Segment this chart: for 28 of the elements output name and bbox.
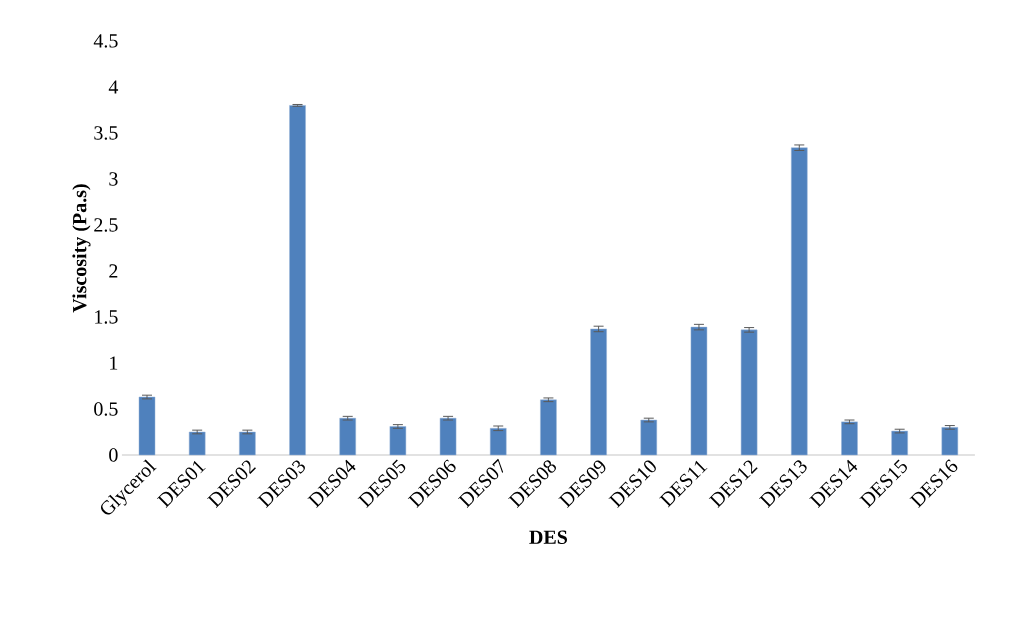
bar [289, 105, 306, 456]
bar [740, 329, 758, 456]
bar [540, 399, 557, 456]
y-tick-label: 4 [108, 80, 119, 94]
y-tick-label: 2 [109, 264, 118, 278]
bar [489, 428, 507, 456]
y-tick-label: 2.5 [94, 218, 118, 232]
y-tick-label: 1.5 [95, 310, 118, 324]
bar [188, 431, 206, 456]
bar [138, 396, 156, 456]
bar [590, 328, 607, 456]
bar [640, 419, 658, 456]
bar [339, 417, 356, 456]
bar [690, 326, 708, 456]
y-tick-label: 3 [109, 172, 118, 186]
y-axis-title: Viscosity (Pa.s) [72, 184, 91, 313]
bar [389, 426, 407, 456]
x-axis-title: DES [529, 530, 568, 544]
bar [791, 147, 808, 456]
bar [439, 417, 457, 456]
bar [941, 427, 959, 456]
y-tick-label: 1 [110, 356, 118, 370]
y-tick-label: 3.5 [94, 126, 118, 140]
bar [891, 430, 908, 456]
y-tick-label: 0.5 [94, 402, 118, 416]
bar [841, 421, 858, 456]
bar [239, 431, 256, 456]
y-tick-label: 4.5 [93, 34, 118, 48]
